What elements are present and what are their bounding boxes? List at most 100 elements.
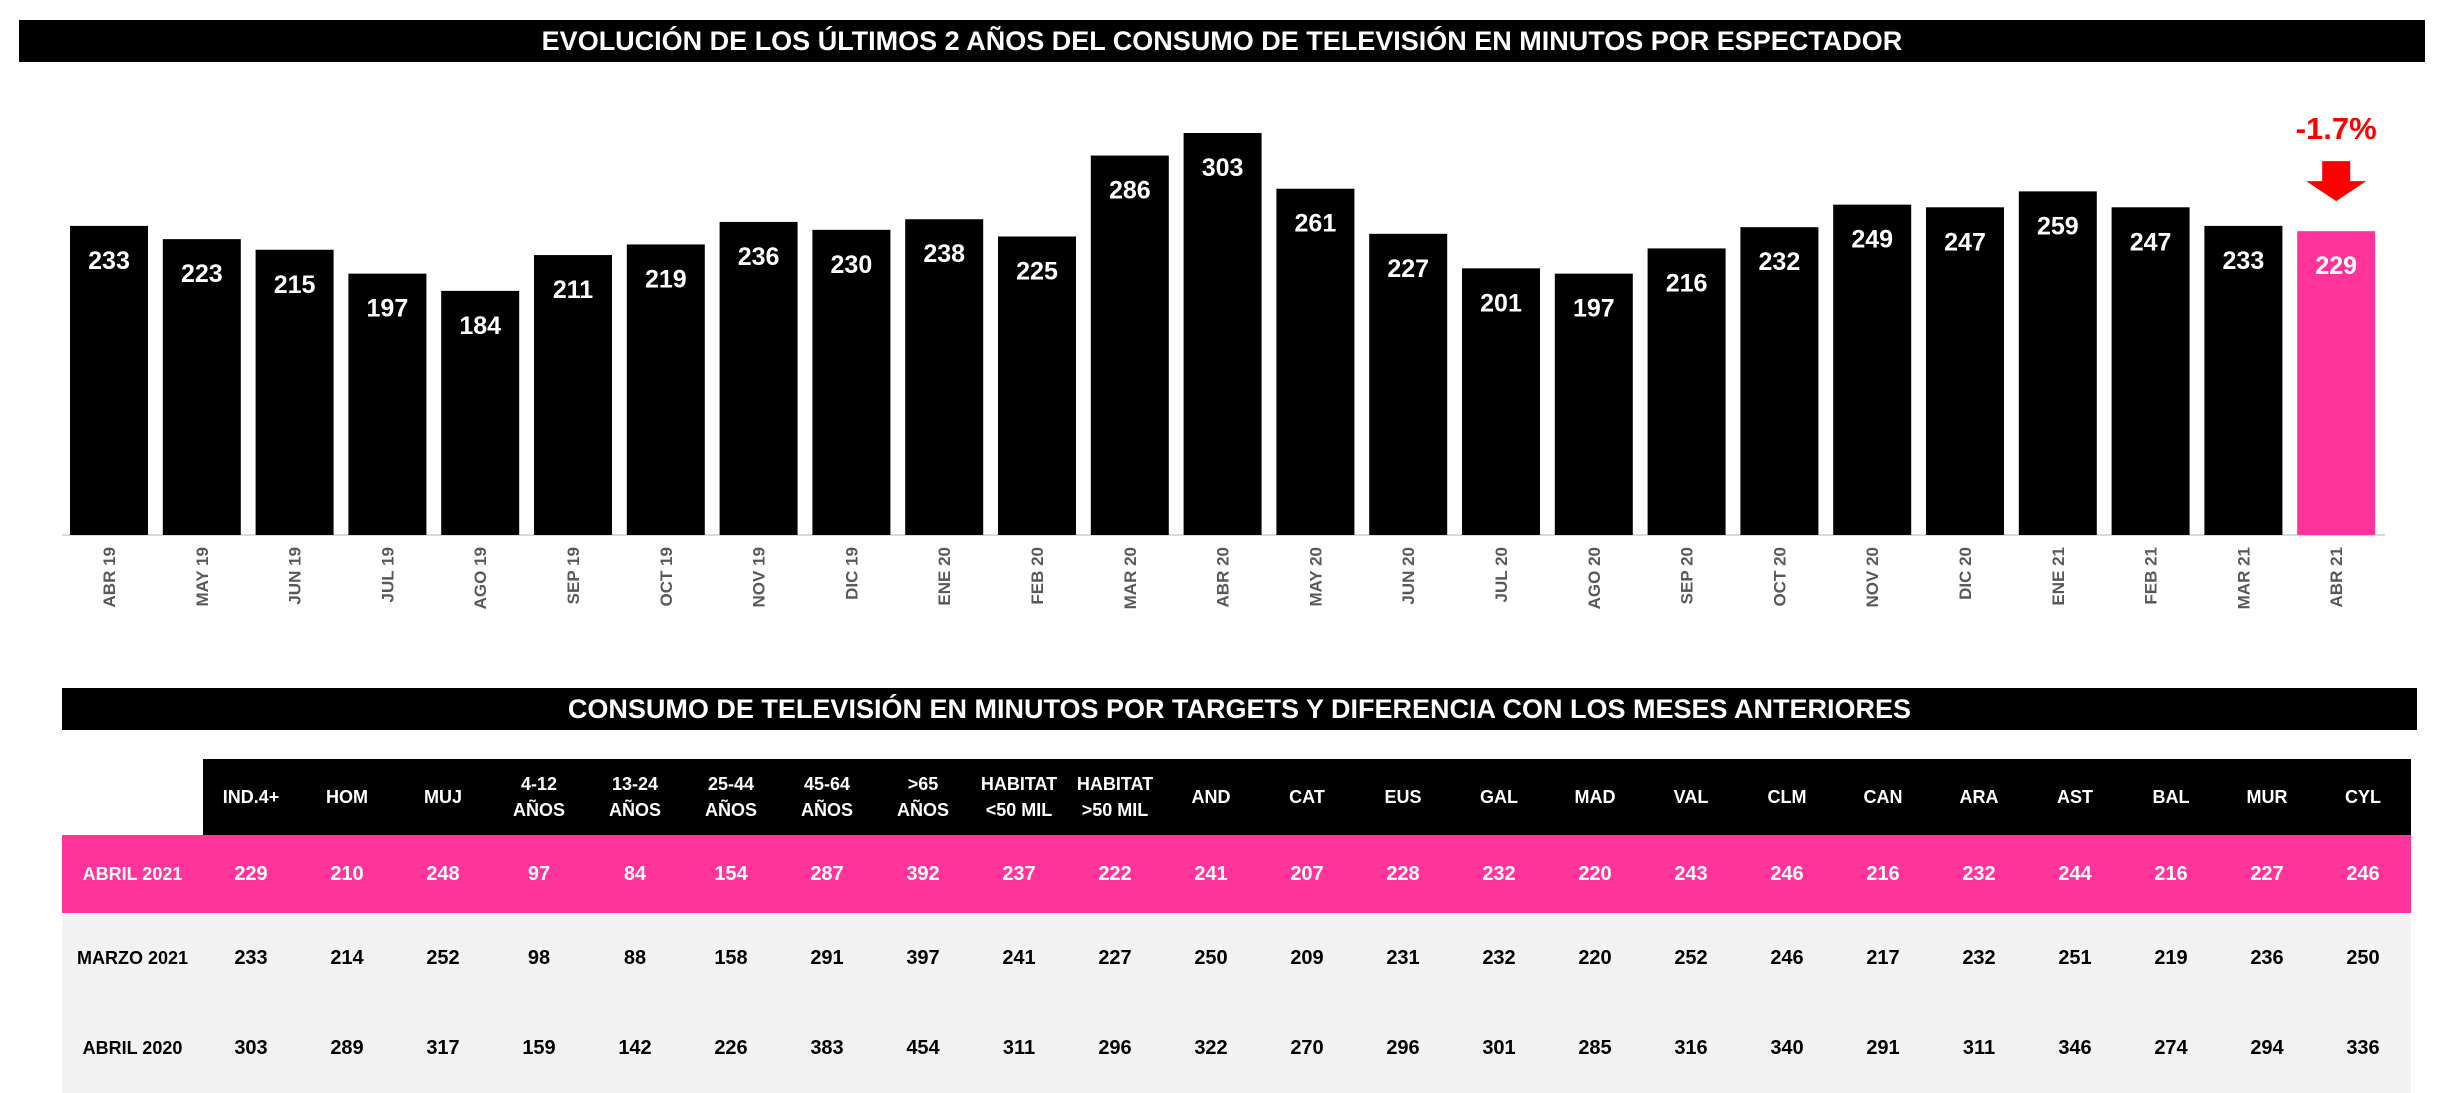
x-tick-label: DIC 19 (842, 547, 861, 600)
header-row: IND.4+ HOM MUJ 4-12 AÑOS 13-24 AÑOS 25-44 AÑOS 45… (62, 759, 2411, 835)
column-header-line: AÑOS (704, 800, 757, 820)
column-header-line: GAL (1480, 787, 1518, 807)
bar-value-label: 259 (2037, 212, 2079, 240)
x-tick-label: MAY 20 (1306, 547, 1325, 607)
table-cell: 210 (299, 835, 395, 913)
bar-value-label: 229 (2315, 252, 2357, 280)
table-cell: 232 (1931, 835, 2027, 913)
column-header: CAT (1259, 759, 1355, 835)
bar-value-label: 247 (1944, 228, 1986, 256)
change-annotation: -1.7% (2296, 111, 2377, 146)
column-header: AND (1163, 759, 1259, 835)
bar-value-label: 233 (2223, 247, 2265, 275)
table-cell: 241 (1163, 835, 1259, 913)
table-cell: 207 (1259, 835, 1355, 913)
table-row: ABRIL 2020 303 289 317 159 142 226 383 454 311 296… (62, 1003, 2411, 1093)
x-tick-label: AGO 19 (471, 547, 490, 609)
x-tick-label: FEB 20 (1028, 547, 1047, 605)
column-header-line: IND.4+ (222, 787, 280, 807)
x-tick-label: JUL 20 (1492, 547, 1511, 602)
bar (998, 236, 1076, 535)
column-header: >65 AÑOS (875, 759, 971, 835)
column-header-line: AST (2057, 787, 2093, 807)
column-header: ARA (1931, 759, 2027, 835)
table-cell: 346 (2027, 1003, 2123, 1093)
bar-value-label: 216 (1666, 269, 1708, 297)
row-label: ABRIL 2020 (62, 1003, 203, 1093)
column-header: BAL (2123, 759, 2219, 835)
bar-value-label: 211 (553, 276, 593, 304)
x-tick-label: ENE 21 (2049, 547, 2068, 606)
x-tick-label: OCT 20 (1770, 547, 1789, 607)
table-cell: 233 (203, 913, 299, 1003)
column-header-line: HOM (326, 787, 368, 807)
table-cell: 251 (2027, 913, 2123, 1003)
column-header-line: CAT (1289, 787, 1325, 807)
table-cell: 383 (779, 1003, 875, 1093)
table-cell: 220 (1547, 835, 1643, 913)
column-header-line: AND (1191, 787, 1231, 807)
bar (70, 225, 148, 536)
column-header-line: CAN (1863, 787, 1903, 807)
column-header-line: AÑOS (608, 800, 661, 820)
table-cell: 216 (2123, 835, 2219, 913)
table-cell: 246 (1739, 913, 1835, 1003)
x-tick-label: FEB 21 (2142, 547, 2161, 605)
bar (812, 229, 891, 535)
column-header-line: AÑOS (800, 800, 853, 820)
bar (2111, 207, 2190, 535)
x-tick-label: ABR 19 (100, 547, 119, 607)
column-header: IND.4+ (203, 759, 299, 835)
column-header-line: >65 (907, 774, 939, 794)
column-header-line: ARA (1959, 787, 1999, 807)
table-cell: 97 (491, 835, 587, 913)
bar-value-label: 249 (1851, 226, 1893, 254)
column-header: HABITAT <50 MIL (971, 759, 1067, 835)
bar-value-label: 286 (1109, 177, 1151, 205)
bar (348, 273, 427, 535)
table-cell: 154 (683, 835, 779, 913)
column-header: 45-64 AÑOS (779, 759, 875, 835)
bar (1183, 133, 1262, 535)
x-tick-label: ENE 20 (935, 547, 954, 606)
row-label: MARZO 2021 (62, 913, 203, 1003)
column-header-line: 13-24 (611, 774, 659, 794)
bar-value-label: 184 (459, 312, 501, 340)
table-cell: 250 (1163, 913, 1259, 1003)
column-header: HABITAT >50 MIL (1067, 759, 1163, 835)
bar (905, 219, 984, 536)
column-header: MUJ (395, 759, 491, 835)
column-header-line: HABITAT (980, 774, 1058, 794)
x-tick-label: ABR 20 (1214, 547, 1233, 607)
bar (2204, 225, 2283, 536)
table-cell: 158 (683, 913, 779, 1003)
table-cell: 397 (875, 913, 971, 1003)
table-cell: 270 (1259, 1003, 1355, 1093)
column-header-line: BAL (2152, 787, 2190, 807)
table-cell: 98 (491, 913, 587, 1003)
table-cell: 248 (395, 835, 491, 913)
bar (626, 244, 705, 535)
table-cell: 227 (1067, 913, 1163, 1003)
column-header-line: VAL (1673, 787, 1709, 807)
bar (1647, 248, 1726, 536)
table-cell: 316 (1643, 1003, 1739, 1093)
bar-value-label: 238 (923, 240, 965, 268)
bar (1554, 273, 1633, 535)
bar (534, 255, 612, 536)
table-title: CONSUMO DE TELEVISIÓN EN MINUTOS POR TAR… (62, 688, 2417, 730)
table-cell: 241 (971, 913, 1067, 1003)
bar-value-label: 227 (1387, 255, 1429, 283)
table-cell: 246 (1739, 835, 1835, 913)
table-cell: 287 (779, 835, 875, 913)
table-cell: 301 (1451, 1003, 1547, 1093)
bar (1740, 227, 1819, 536)
bar (2018, 191, 2097, 536)
column-header-line: MUJ (423, 787, 462, 807)
x-tick-label: MAR 21 (2234, 547, 2253, 609)
table-cell: 222 (1067, 835, 1163, 913)
bar-value-label: 236 (738, 243, 780, 271)
table-cell: 392 (875, 835, 971, 913)
table-cell: 220 (1547, 913, 1643, 1003)
table-cell: 244 (2027, 835, 2123, 913)
